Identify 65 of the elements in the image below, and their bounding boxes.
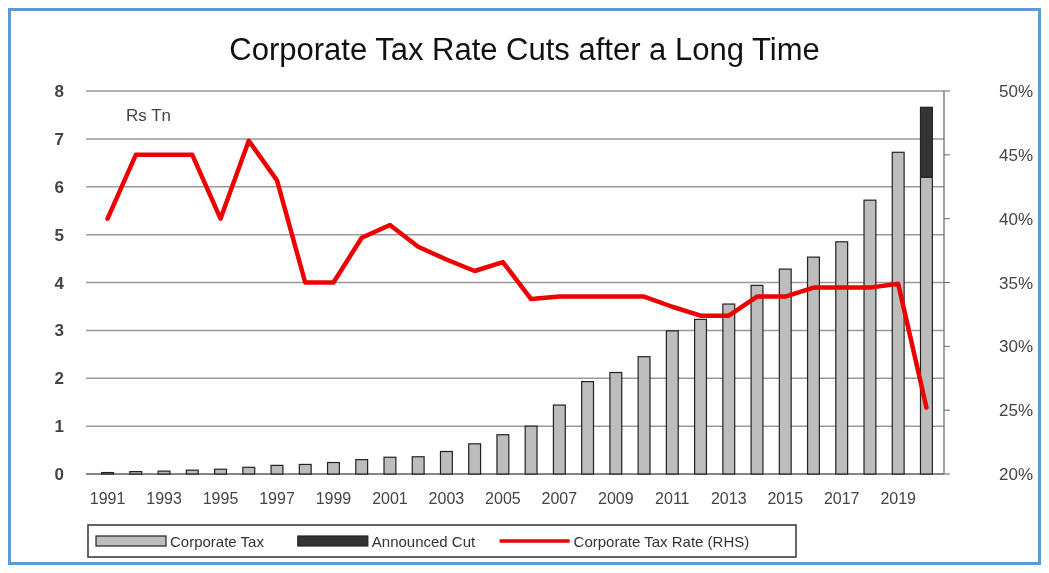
- bar: [242, 466, 256, 475]
- x-tick-label: 1995: [202, 490, 239, 507]
- legend-label: Announced Cut: [371, 532, 477, 550]
- y2-tick-label: 40%: [998, 209, 1034, 229]
- bar: [185, 469, 199, 475]
- y-tick-label: 8: [54, 82, 64, 101]
- bar: [891, 151, 905, 475]
- x-tick-label: 2009: [598, 490, 634, 507]
- legend-label: Corporate Tax: [170, 532, 265, 550]
- x-tick-label: 2007: [541, 490, 578, 507]
- y-tick-label: 0: [54, 465, 64, 484]
- y-tick-label: 5: [54, 225, 64, 245]
- bar: [411, 456, 425, 475]
- bar: [326, 461, 340, 475]
- bar: [552, 404, 566, 475]
- y-tick-label: 6: [54, 177, 64, 197]
- bar: [863, 199, 877, 475]
- y2-tick-label: 30%: [998, 337, 1034, 357]
- y-tick-label: 7: [54, 129, 64, 149]
- y-axis-title: Rs Tn: [126, 106, 172, 125]
- x-tick-label: 1997: [259, 490, 295, 507]
- bar: [129, 471, 143, 475]
- y2-tick-label: 20%: [998, 465, 1034, 484]
- bar: [665, 330, 679, 475]
- bar: [524, 425, 538, 475]
- x-tick-label: 2003: [428, 490, 465, 507]
- y2-tick-label: 35%: [998, 273, 1034, 293]
- x-tick-label: 2013: [710, 490, 747, 507]
- x-tick-label: 2001: [372, 490, 408, 507]
- bar: [778, 268, 792, 475]
- y-tick-label: 3: [54, 321, 64, 341]
- bar: [835, 241, 849, 475]
- x-tick-label: 2015: [767, 490, 804, 507]
- x-tick-label: 1993: [146, 490, 182, 507]
- y2-tick-label: 45%: [998, 145, 1034, 165]
- bar: [496, 434, 510, 475]
- y-tick-label: 4: [54, 273, 65, 293]
- bar: [581, 381, 595, 475]
- x-tick-label: 1991: [89, 490, 126, 507]
- bar: [157, 470, 171, 475]
- bar: [355, 459, 369, 475]
- x-tick-label: 1999: [315, 490, 352, 507]
- bar: [439, 450, 453, 475]
- chart-title: Corporate Tax Rate Cuts after a Long Time: [229, 32, 820, 67]
- x-tick-label: 2017: [823, 490, 860, 507]
- line-series: [105, 138, 929, 410]
- x-tick-label: 2005: [485, 490, 521, 507]
- x-tick-label: 2011: [655, 490, 690, 507]
- bar: [468, 443, 482, 475]
- bar: [806, 256, 821, 475]
- bar: [750, 284, 764, 475]
- y2-tick-label: 25%: [998, 401, 1034, 421]
- y-tick-label: 1: [54, 417, 64, 437]
- bar: [722, 303, 736, 475]
- bar: [609, 371, 623, 475]
- bar: [694, 318, 708, 475]
- bar: [637, 356, 651, 475]
- legend-label: Corporate Tax Rate (RHS): [573, 532, 750, 550]
- y-tick-label: 2: [54, 369, 64, 389]
- bar: [213, 468, 228, 475]
- bar: [298, 463, 312, 475]
- y2-tick-label: 50%: [998, 82, 1034, 101]
- bar: [270, 464, 284, 475]
- bar: [383, 456, 397, 475]
- x-tick-label: 2019: [880, 490, 917, 507]
